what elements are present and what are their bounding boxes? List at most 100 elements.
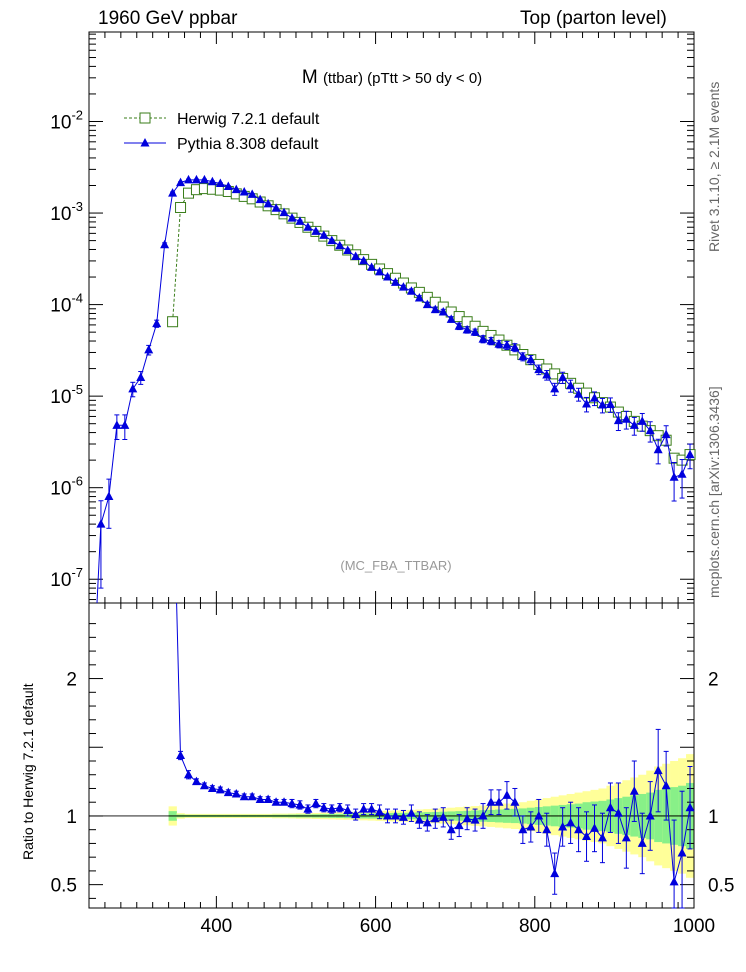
pythia-point — [558, 372, 568, 381]
y-tick-label: 10-3 — [50, 199, 83, 225]
pythia-ratio-point — [446, 824, 456, 834]
pythia-point — [327, 235, 337, 245]
pythia-ratio-point — [422, 817, 432, 827]
pythia-ratio-point — [239, 791, 249, 801]
pythia-point — [335, 240, 345, 250]
y-tick-label: 10-7 — [50, 565, 83, 591]
pythia-point — [637, 416, 647, 425]
pythia-curve — [96, 179, 691, 604]
pythia-point — [375, 266, 385, 276]
pythia-point — [605, 399, 615, 409]
pythia-ratio-point — [589, 823, 599, 832]
pythia-ratio-point — [669, 876, 679, 886]
pythia-point — [383, 272, 393, 281]
pythia-ratio-point — [406, 808, 416, 817]
pythia-point — [550, 383, 560, 393]
pythia-ratio-point — [287, 798, 297, 808]
pythia-ratio-point — [661, 780, 671, 790]
pythia-ratio-point — [207, 783, 217, 792]
pythia-ratio-point — [263, 794, 273, 803]
pythia-point — [582, 399, 592, 408]
pythia-point — [263, 198, 273, 208]
ratio-y-tick-label: 0.5 — [51, 876, 77, 897]
pythia-ratio-point — [295, 799, 305, 809]
pythia-point — [152, 318, 162, 328]
pythia-ratio-point — [271, 797, 281, 806]
pythia-point — [494, 339, 504, 348]
pythia-ratio-point — [383, 810, 393, 820]
pythia-point — [597, 400, 607, 409]
pythia-ratio-point — [462, 813, 472, 823]
pythia-point — [311, 226, 321, 235]
pythia-ratio-point — [231, 788, 241, 798]
pythia-point — [677, 469, 687, 478]
pythia-ratio-point — [629, 786, 639, 795]
pythia-ratio-point — [319, 802, 329, 812]
pythia-point — [120, 420, 130, 429]
pythia-ratio-point — [303, 804, 313, 813]
pythia-ratio-point — [550, 868, 560, 878]
pythia-ratio-point — [430, 813, 440, 823]
y-tick-label: 10-5 — [50, 382, 83, 408]
legend-pythia-marker — [140, 138, 150, 147]
pythia-ratio-point — [398, 812, 408, 821]
main-plot-title: M (ttbar) (pTtt > 50 dy < 0) — [302, 67, 482, 88]
pythia-ratio-point — [621, 832, 631, 842]
pythia-point — [430, 304, 440, 314]
y-tick-label: 10-6 — [50, 474, 83, 500]
legend-herwig-label: Herwig 7.2.1 default — [177, 111, 320, 128]
pythia-ratio-point — [199, 780, 209, 790]
pythia-point — [669, 472, 679, 481]
ratio-y-tick-label-right: 2 — [708, 670, 719, 691]
pythia-point — [390, 277, 400, 286]
pythia-point — [574, 389, 584, 398]
pythia-point — [247, 189, 257, 198]
pythia-ratio-point — [335, 802, 345, 812]
pythia-ratio-point — [375, 806, 385, 816]
ratio-y-tick-label-right: 1 — [708, 807, 719, 828]
pythia-point — [621, 414, 631, 423]
legend-herwig-marker — [139, 112, 151, 124]
pythia-point — [104, 491, 114, 501]
pythia-point — [629, 420, 639, 429]
pythia-ratio-point — [470, 815, 480, 824]
pythia-ratio-point — [486, 797, 496, 806]
pythia-ratio-point — [597, 832, 607, 842]
pythia-point — [422, 299, 432, 309]
pythia-ratio-point — [574, 824, 584, 834]
pythia-point — [160, 239, 170, 249]
pythia-point — [510, 342, 520, 351]
pythia-ratio-point — [677, 848, 687, 857]
pythia-ratio-point — [414, 815, 424, 824]
pythia-point — [239, 186, 249, 196]
pythia-point — [518, 351, 528, 361]
pythia-ratio-point — [582, 831, 592, 841]
ratio-y-tick-label: 2 — [66, 670, 77, 691]
pythia-point — [136, 372, 146, 381]
x-tick-label: 800 — [519, 916, 551, 937]
pythia-point — [502, 340, 512, 349]
pythia-point — [168, 188, 178, 197]
pythia-point — [367, 262, 377, 271]
pythia-point — [303, 222, 313, 231]
pythia-point — [398, 282, 408, 291]
pythia-ratio-point — [184, 769, 194, 779]
pythia-ratio-point — [502, 790, 512, 799]
pythia-point — [661, 429, 671, 439]
pythia-point — [414, 293, 424, 302]
pythia-ratio-point — [542, 824, 552, 834]
pythia-point — [351, 251, 361, 261]
pythia-point — [319, 230, 329, 239]
pythia-point — [534, 364, 544, 374]
pythia-point — [128, 383, 138, 393]
pythia-ratio-point — [247, 791, 257, 801]
pythia-ratio-point — [438, 812, 448, 821]
y-tick-label: 10-4 — [50, 291, 83, 317]
header-level: Top (parton level) — [520, 8, 667, 29]
pythia-ratio-point — [478, 810, 488, 820]
y-tick-label: 10-2 — [50, 108, 83, 134]
x-tick-label: 400 — [201, 916, 233, 937]
pythia-point — [542, 370, 552, 379]
pythia-point — [271, 203, 281, 212]
